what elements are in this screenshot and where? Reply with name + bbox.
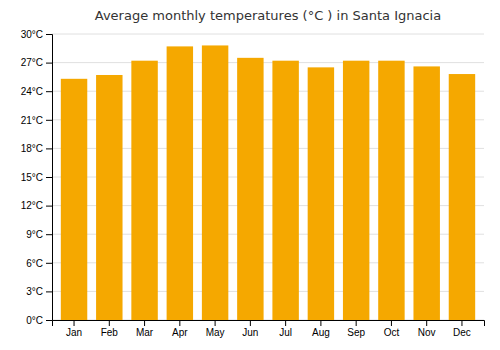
tick-label: 27°C [21,57,43,68]
tick-mark [179,320,180,326]
tick: Feb [101,320,119,338]
tick-label: Apr [172,327,188,338]
bar [413,66,439,320]
axis-line [46,35,53,321]
tick-label: 30°C [21,29,43,40]
tick-label: Sep [347,327,365,338]
bar [272,61,298,320]
tick: Aug [312,320,330,338]
tick: 12°C [21,200,52,211]
tick-label: Jul [279,327,292,338]
bar [343,61,369,320]
tick-mark [74,320,75,326]
tick-label: May [206,327,225,338]
tick-label: Oct [384,327,400,338]
tick: Oct [384,320,400,338]
tick-mark [46,234,52,235]
tick: Mar [136,320,154,338]
chart: 0°C 3°C 6°C 9°C 12°C 15°C 18°C 21°C 24°C 27°C 30°C… [0,0,500,350]
tick-label: 18°C [21,143,43,154]
tick: 27°C [21,57,52,68]
x-axis: Jan Feb Mar Apr May Jun Jul Aug Sep Oct Nov Dec [53,320,485,338]
tick-mark [46,91,52,92]
tick-mark [320,320,321,326]
tick: 15°C [21,172,52,183]
bars [61,45,475,320]
tick-label: Dec [453,327,471,338]
tick: 6°C [26,258,52,269]
tick-mark [144,320,145,326]
tick-mark [46,177,52,178]
axis-line [53,321,485,327]
tick-mark [46,320,52,321]
tick: Jun [242,320,258,338]
tick-mark [46,206,52,207]
bar [131,61,157,320]
tick: Jul [279,320,292,338]
grid-line [52,34,484,35]
bar [96,75,122,320]
tick: Apr [172,320,188,338]
tick: 21°C [21,115,52,126]
tick: Jan [66,320,82,338]
tick-mark [46,34,52,35]
tick-mark [285,320,286,326]
tick-mark [215,320,216,326]
tick: 18°C [21,143,52,154]
tick-label: 24°C [21,86,43,97]
tick: 0°C [26,315,52,326]
bar [202,45,228,320]
tick-mark [426,320,427,326]
tick-label: 6°C [26,258,43,269]
tick: May [206,320,225,338]
tick-mark [250,320,251,326]
tick-label: Mar [136,327,154,338]
tick: 3°C [26,286,52,297]
grid [52,34,484,320]
tick-mark [46,291,52,292]
plot: 0°C 3°C 6°C 9°C 12°C 15°C 18°C 21°C 24°C 27°C 30°C… [21,29,485,338]
tick: 24°C [21,86,52,97]
tick-mark [109,320,110,326]
tick-mark [356,320,357,326]
tick-label: Aug [312,327,330,338]
tick-label: 15°C [21,172,43,183]
tick: Nov [418,320,436,338]
tick-label: 3°C [26,286,43,297]
tick-mark [461,320,462,326]
tick-mark [46,120,52,121]
tick-mark [46,148,52,149]
tick: 30°C [21,29,52,40]
tick: Dec [453,320,471,338]
tick: Sep [347,320,365,338]
bar [167,46,193,320]
tick-label: Nov [418,327,436,338]
tick-label: Jun [242,327,258,338]
tick-label: Jan [66,327,82,338]
tick-mark [391,320,392,326]
tick-label: 21°C [21,115,43,126]
tick-label: 0°C [26,315,43,326]
tick: 9°C [26,229,52,240]
tick-label: 12°C [21,200,43,211]
bar [237,58,263,320]
y-axis: 0°C 3°C 6°C 9°C 12°C 15°C 18°C 21°C 24°C 27°C 30°C [21,29,53,326]
bar [308,67,334,320]
bar [61,79,87,320]
tick-label: Feb [101,327,119,338]
tick-mark [46,263,52,264]
tick-mark [46,63,52,64]
bar [449,74,475,320]
title: Average monthly temperatures (°C ) in Sa… [95,8,441,23]
grid-line [52,62,484,63]
bar [378,61,404,320]
tick-label: 9°C [26,229,43,240]
